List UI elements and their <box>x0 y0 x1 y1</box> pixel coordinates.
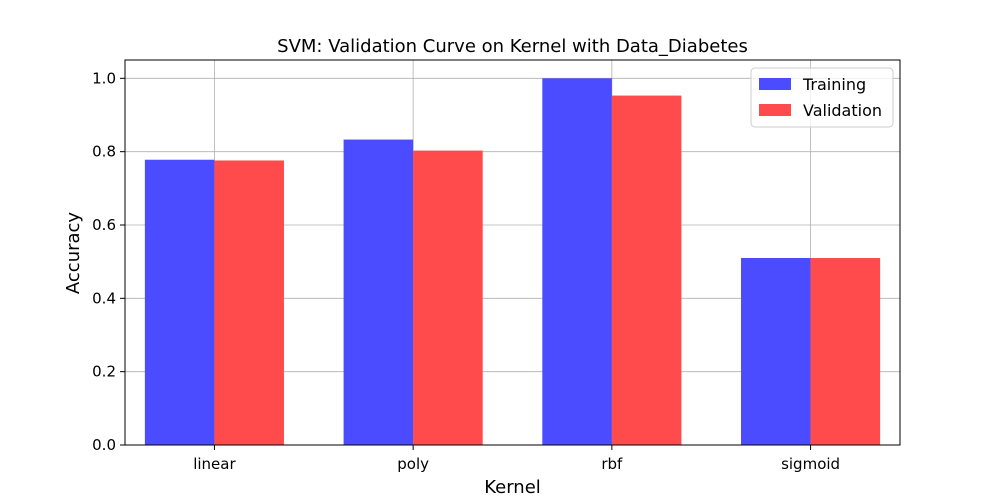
bar-validation-rbf <box>611 95 682 446</box>
x-tick-label: linear <box>193 455 236 473</box>
y-tick-label: 0.8 <box>92 143 116 161</box>
bar-training-linear <box>144 159 215 445</box>
legend: Training Validation <box>750 67 894 128</box>
plot-frame <box>124 59 901 446</box>
bar-training-poly <box>343 139 414 446</box>
y-tick-label: 0.4 <box>92 289 116 307</box>
bar-validation-sigmoid <box>810 258 881 445</box>
legend-swatch-training <box>759 78 791 90</box>
x-ticks: linear poly rbf sigmoid <box>193 445 840 473</box>
x-tick-label: rbf <box>601 455 623 473</box>
x-axis-label: Kernel <box>484 477 541 498</box>
chart-title: SVM: Validation Curve on Kernel with Dat… <box>277 36 748 57</box>
bar-validation-poly <box>413 150 483 446</box>
y-tick-label: 1.0 <box>92 69 116 87</box>
bars <box>144 78 881 446</box>
legend-label-training: Training <box>802 75 866 94</box>
y-tick-label: 0.0 <box>92 436 116 454</box>
y-axis-label: Accuracy <box>63 212 84 295</box>
y-tick-label: 0.6 <box>92 216 116 234</box>
bar-training-rbf <box>542 78 612 445</box>
bar-validation-linear <box>214 160 284 445</box>
legend-swatch-validation <box>759 104 791 116</box>
y-ticks: 0.0 0.2 0.4 0.6 0.8 1.0 <box>92 69 125 454</box>
x-tick-label: sigmoid <box>781 455 840 473</box>
legend-label-validation: Validation <box>803 101 882 120</box>
x-tick-label: poly <box>397 455 429 473</box>
y-tick-label: 0.2 <box>92 363 116 381</box>
bar-training-sigmoid <box>741 258 811 445</box>
